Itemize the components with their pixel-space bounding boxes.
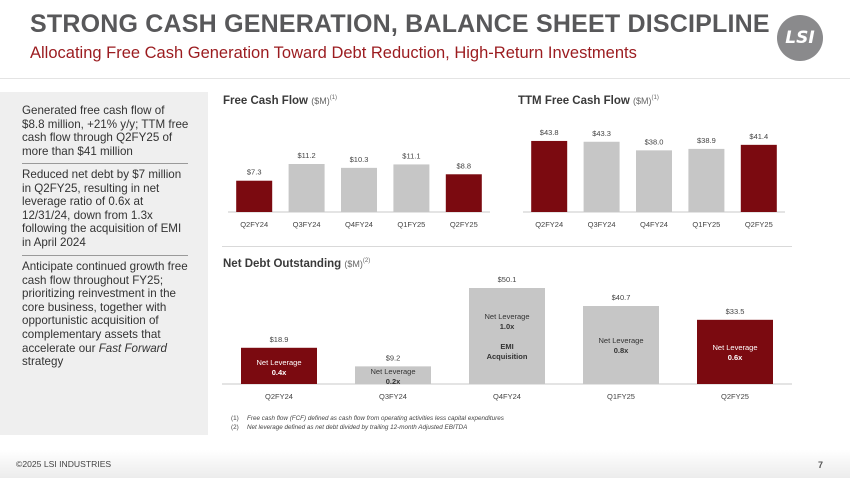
ttm-category-label: Q2FY25 (745, 220, 773, 229)
fcf-category-label: Q2FY24 (240, 220, 268, 229)
ttm-value-label: $43.3 (592, 129, 611, 138)
footnote-1-number: (1) (231, 415, 239, 422)
ttm-category-label: Q4FY24 (640, 220, 668, 229)
ttm-value-label: $38.0 (645, 137, 664, 146)
netdebt-category-label: Q4FY24 (493, 392, 521, 401)
sidebar-divider (22, 163, 188, 164)
fcf-title-text: Free Cash Flow (223, 95, 308, 107)
footnote-2: (2) Net leverage defined as net debt divi… (231, 423, 504, 432)
netdebt-annotation: 0.4x (272, 368, 287, 377)
footnotes: (1) Free cash flow (FCF) defined as cash … (231, 414, 504, 432)
lsi-logo: LSI (777, 15, 823, 61)
fast-forward-emphasis: Fast Forward (98, 341, 167, 355)
netdebt-bar (697, 319, 773, 384)
sidebar-bullet-2: Reduced net debt by $7 million in Q2FY25… (22, 168, 182, 249)
fcf-category-label: Q3FY24 (293, 220, 321, 229)
netdebt-value-label: $33.5 (726, 307, 745, 316)
fcf-bar (236, 180, 273, 212)
fcf-value-label: $11.2 (297, 151, 315, 160)
header-divider (0, 78, 850, 79)
netdebt-category-label: Q3FY24 (379, 392, 407, 401)
footnote-1-text: Free cash flow (FCF) defined as cash flo… (247, 415, 504, 422)
footer-band (0, 450, 850, 478)
sidebar-divider (22, 255, 188, 256)
fcf-value-label: $8.8 (456, 161, 471, 170)
netdebt-category-label: Q2FY25 (721, 392, 749, 401)
netdebt-annotation: 1.0x (500, 322, 515, 331)
netdebt-bar (469, 288, 545, 384)
fcf-bar-chart: $7.3 Q2FY24 $11.2 Q3FY24 $10.3 Q4FY24 $11.1 Q1F… (228, 151, 490, 229)
netdebt-chart-title: Net Debt Outstanding ($M)(2) (223, 258, 370, 270)
fcf-value-label: $7.3 (247, 168, 262, 177)
ttm-title-text: TTM Free Cash Flow (518, 95, 630, 107)
netdebt-value-label: $9.2 (386, 353, 401, 362)
netdebt-value-label: $18.9 (270, 335, 289, 344)
page-subtitle: Allocating Free Cash Generation Toward D… (30, 44, 637, 62)
fcf-chart-title: Free Cash Flow ($M)(1) (223, 95, 337, 107)
chart-divider (222, 246, 792, 247)
netdebt-annotation: Net Leverage (256, 358, 301, 367)
netdebt-annotation: Net Leverage (484, 312, 529, 321)
footnote-2-text: Net leverage defined as net debt divided… (247, 424, 468, 431)
sidebar-bullet-3-text: Anticipate continued growth free cash fl… (22, 260, 188, 355)
netdebt-bar (355, 366, 431, 384)
netdebt-annotation: Acquisition (487, 352, 528, 361)
netdebt-category-label: Q1FY25 (607, 392, 635, 401)
ttm-category-label: Q2FY24 (535, 220, 563, 229)
netdebt-footnote-ref: (2) (362, 258, 371, 265)
ttm-bar (740, 144, 777, 212)
netdebt-category-label: Q2FY24 (265, 392, 293, 401)
ttm-unit: ($M) (633, 96, 652, 106)
sidebar-bullet-3: Anticipate continued growth free cash fl… (22, 260, 190, 369)
netdebt-annotation: EMI (500, 342, 513, 351)
netdebt-annotation: Net Leverage (370, 367, 415, 376)
page-title: STRONG CASH GENERATION, BALANCE SHEET DI… (30, 10, 770, 38)
ttm-footnote-ref: (1) (651, 95, 659, 102)
ttm-value-label: $43.8 (540, 128, 559, 137)
fcf-category-label: Q2FY25 (450, 220, 478, 229)
fcf-category-label: Q4FY24 (345, 220, 373, 229)
sidebar-bullet-1: Generated free cash flow of $8.8 million… (22, 104, 189, 158)
sidebar-bullet-3-end: strategy (22, 355, 64, 369)
netdebt-title-text: Net Debt Outstanding (223, 258, 342, 270)
ttm-bar (636, 150, 672, 212)
sidebar-panel: Generated free cash flow of $8.8 million… (0, 92, 208, 435)
ttm-bar (688, 148, 725, 212)
ttm-value-label: $38.9 (697, 136, 716, 145)
netdebt-annotation: 0.8x (614, 346, 629, 355)
footnote-1: (1) Free cash flow (FCF) defined as cash … (231, 414, 504, 423)
fcf-value-label: $10.3 (350, 155, 369, 164)
ttm-value-label: $41.4 (749, 132, 768, 141)
netdebt-annotation: 0.2x (386, 377, 401, 386)
netdebt-bar (241, 347, 317, 384)
fcf-value-label: $11.1 (402, 151, 420, 160)
netdebt-unit: ($M) (344, 259, 363, 269)
page-number: 7 (818, 460, 824, 470)
fcf-bar (288, 164, 325, 212)
netdebt-bar (583, 306, 659, 384)
netdebt-value-label: $40.7 (612, 293, 631, 302)
netdebt-annotation: Net Leverage (712, 343, 757, 352)
ttm-bar-chart: $43.8 Q2FY24 $43.3 Q3FY24 $38.0 Q4FY24 $38.9 Q1… (523, 128, 785, 229)
fcf-bar (445, 174, 482, 212)
copyright: ©2025 LSI INDUSTRIES (16, 459, 112, 469)
ttm-category-label: Q1FY25 (692, 220, 720, 229)
fcf-bar (393, 164, 430, 212)
netdebt-value-label: $50.1 (498, 275, 517, 284)
ttm-chart-title: TTM Free Cash Flow ($M)(1) (518, 95, 659, 107)
fcf-category-label: Q1FY25 (397, 220, 425, 229)
fcf-footnote-ref: (1) (329, 95, 338, 102)
netdebt-annotation: Net Leverage (598, 336, 643, 345)
ttm-bar (583, 141, 620, 212)
fcf-unit: ($M) (311, 96, 330, 106)
ttm-bar (531, 140, 568, 212)
fcf-bar (341, 167, 377, 212)
footnote-2-number: (2) (231, 424, 239, 431)
ttm-category-label: Q3FY24 (588, 220, 616, 229)
netdebt-annotation: 0.6x (728, 353, 743, 362)
